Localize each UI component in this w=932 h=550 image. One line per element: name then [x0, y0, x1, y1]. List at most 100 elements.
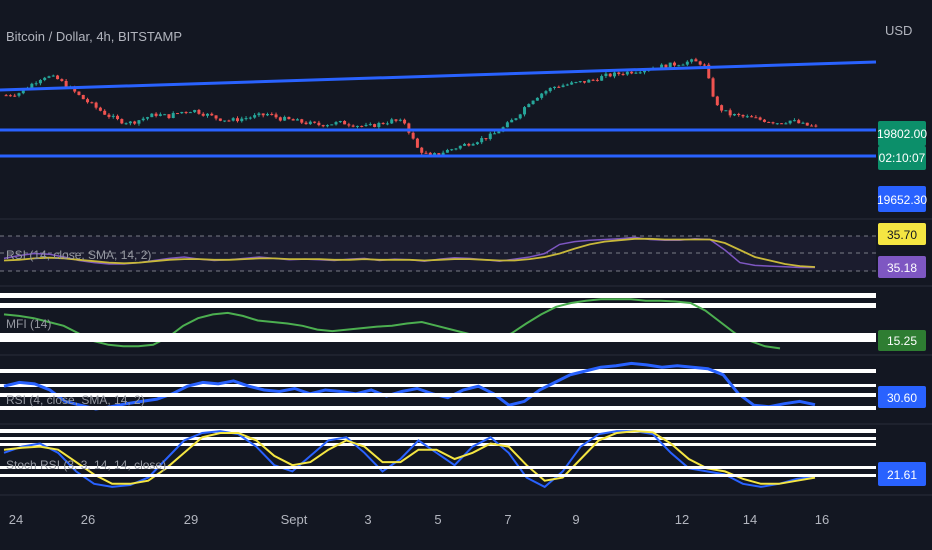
- candle-down: [407, 123, 411, 133]
- candle-up: [398, 119, 402, 121]
- mfi-value: 15.25: [887, 334, 917, 348]
- candle-up: [385, 123, 389, 125]
- candle-up: [784, 123, 788, 125]
- candle-up: [587, 79, 591, 83]
- candle-up: [745, 116, 749, 118]
- candle-up: [283, 116, 287, 121]
- candle-up: [368, 124, 372, 126]
- candle-down: [608, 73, 612, 77]
- candle-up: [613, 72, 616, 77]
- candle-down: [235, 118, 239, 122]
- candle-up: [111, 115, 115, 117]
- candle-down: [557, 86, 561, 88]
- candle-up: [338, 121, 342, 123]
- level-tag[interactable]: [878, 186, 926, 212]
- time-axis[interactable]: 24 26 29 Sept 3 5 7 9 12 14 16: [9, 512, 829, 527]
- rsi4-line: [3, 361, 816, 411]
- x-tick-label: 14: [743, 512, 757, 527]
- candle-up: [578, 81, 582, 83]
- overlay-bar: [0, 429, 876, 433]
- candle-up: [493, 133, 497, 135]
- rsi14-value: 35.18: [887, 261, 917, 275]
- candle-up: [801, 122, 805, 124]
- candle-up: [544, 91, 548, 94]
- candle-down: [797, 120, 801, 124]
- stoch-value: 21.61: [887, 468, 917, 482]
- candle-down: [762, 119, 766, 122]
- countdown-value: 02:10:07: [879, 151, 926, 165]
- candle-down: [424, 152, 428, 154]
- candle-up: [724, 110, 728, 112]
- candle-down: [291, 119, 295, 121]
- candle-up: [604, 73, 608, 77]
- candle-up: [445, 149, 449, 153]
- candle-up: [458, 145, 462, 149]
- mfi-line: [3, 298, 781, 350]
- candle-down: [154, 113, 158, 116]
- candle-up: [308, 121, 312, 125]
- candle-up: [634, 72, 638, 74]
- candle-down: [630, 71, 634, 74]
- candle-up: [390, 119, 394, 124]
- candle-up: [30, 83, 34, 89]
- rsi4-pane[interactable]: RSI (4, close, SMA, 14, 2): [0, 361, 876, 411]
- last-price-value: 19802.00: [877, 127, 927, 141]
- candle-down: [394, 119, 398, 121]
- price-scale[interactable]: 19802.00 02:10:07 19652.30 35.70 35.18 1…: [877, 121, 927, 486]
- candle-down: [313, 121, 317, 123]
- candle-up: [295, 119, 299, 121]
- x-tick-label: 24: [9, 512, 23, 527]
- candle-down: [728, 110, 732, 116]
- candle-down: [583, 81, 587, 83]
- level-value: 19652.30: [877, 193, 927, 207]
- candle-down: [754, 117, 758, 119]
- candle-up: [677, 65, 681, 67]
- rsi14-pane[interactable]: RSI (14, close, SMA, 14, 2): [0, 235, 876, 272]
- candle-up: [43, 77, 47, 81]
- candle-up: [163, 114, 167, 116]
- candle-down: [715, 96, 719, 106]
- candle-down: [617, 72, 621, 75]
- rsi14-ma-tag: [878, 223, 926, 245]
- stoch-pane[interactable]: Stoch RSI (3, 3, 14, 14, close): [0, 429, 876, 489]
- last-price-tag[interactable]: [878, 121, 926, 146]
- candle-down: [176, 113, 180, 115]
- candle-down: [351, 125, 355, 127]
- candle-up: [240, 118, 244, 122]
- candle-up: [535, 97, 539, 101]
- candle-down: [737, 114, 741, 116]
- candle-down: [261, 113, 265, 116]
- candle-up: [223, 120, 227, 122]
- candle-down: [214, 115, 218, 119]
- candle-up: [527, 104, 531, 108]
- candle-up: [193, 109, 197, 113]
- candle-down: [4, 95, 8, 97]
- candle-down: [278, 117, 282, 121]
- candle-down: [694, 59, 698, 62]
- candle-up: [685, 61, 689, 65]
- candle-down: [814, 125, 818, 127]
- overlay-bar: [0, 443, 876, 446]
- candle-up: [47, 76, 51, 78]
- overlay-bar: [0, 406, 876, 410]
- candle-up: [540, 93, 544, 98]
- candle-up: [660, 64, 664, 69]
- trendline-upper[interactable]: [0, 60, 877, 92]
- candle-up: [231, 118, 235, 121]
- candle-up: [471, 144, 475, 146]
- candle-down: [60, 79, 64, 81]
- candle-up: [146, 117, 150, 119]
- mfi-tag: [878, 330, 926, 351]
- price-pane[interactable]: Bitcoin / Dollar, 4h, BITSTAMP USD: [0, 23, 912, 158]
- overlay-bar: [0, 474, 876, 477]
- stoch-d-line: [3, 430, 816, 485]
- candle-up: [171, 113, 175, 119]
- candle-up: [574, 81, 578, 83]
- candle-down: [373, 124, 377, 128]
- candle-up: [17, 93, 21, 96]
- mfi-pane[interactable]: MFI (14): [0, 293, 876, 350]
- candle-down: [411, 132, 415, 139]
- candle-down: [484, 138, 488, 140]
